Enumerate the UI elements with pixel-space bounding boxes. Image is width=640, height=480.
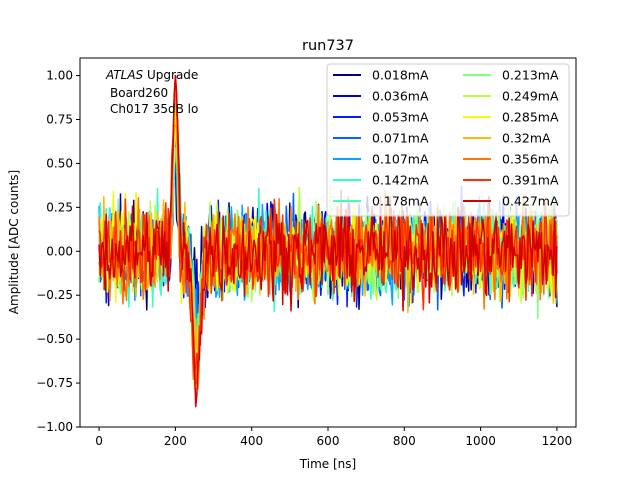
annotation-upgrade: Upgrade [143,68,198,82]
legend-label: 0.32mA [502,131,551,146]
legend-label: 0.356mA [502,152,559,167]
y-tick-label: −0.75 [36,376,73,390]
y-axis: −1.00 −0.75 −0.50 −0.25 0.00 0.25 0.50 0.75 1.00 [36,69,80,434]
y-tick-label: −0.50 [36,332,73,346]
y-tick-label: 0.50 [46,156,73,170]
y-tick-label: −1.00 [36,420,73,434]
annotation: ATLAS Upgrade Board260 Ch017 35dB lo [105,68,198,116]
legend-label: 0.053mA [372,110,429,125]
x-tick-label: 800 [393,434,416,448]
legend-label: 0.071mA [372,131,429,146]
series-line [98,74,558,408]
x-tick-label: 600 [317,434,340,448]
legend-label: 0.285mA [502,110,559,125]
chart-title: run737 [302,38,354,54]
y-tick-label: 0.75 [46,113,73,127]
legend-label: 0.142mA [372,173,429,188]
x-tick-label: 1000 [465,434,496,448]
annotation-line-2: Board260 [110,86,168,100]
legend-label: 0.107mA [372,152,429,167]
series-layer [98,74,558,408]
legend-label: 0.036mA [372,89,429,104]
annotation-atlas: ATLAS [105,68,144,82]
legend-label: 0.018mA [372,68,429,83]
y-tick-label: 1.00 [46,69,73,83]
legend-label: 0.178mA [372,194,429,209]
y-tick-label: 0.25 [46,200,73,214]
annotation-line-3: Ch017 35dB lo [110,102,198,116]
y-axis-label: Amplitude [ADC counts] [7,170,21,314]
x-axis-label: Time [ns] [299,457,356,471]
annotation-line-1: ATLAS Upgrade [105,68,198,82]
x-tick-label: 0 [95,434,103,448]
x-axis: 0 200 400 600 800 1000 1200 [95,427,572,448]
legend: 0.018mA 0.036mA 0.053mA 0.071mA 0.107mA 0.142… [326,63,570,217]
legend-label: 0.249mA [502,89,559,104]
x-tick-label: 200 [164,434,187,448]
legend-label: 0.391mA [502,173,559,188]
y-tick-label: −0.25 [36,288,73,302]
x-tick-label: 400 [240,434,263,448]
series-line [98,124,558,391]
legend-label: 0.427mA [502,194,559,209]
legend-label: 0.213mA [502,68,559,83]
x-tick-label: 1200 [542,434,573,448]
legend-frame [326,63,570,217]
y-tick-label: 0.00 [46,244,73,258]
